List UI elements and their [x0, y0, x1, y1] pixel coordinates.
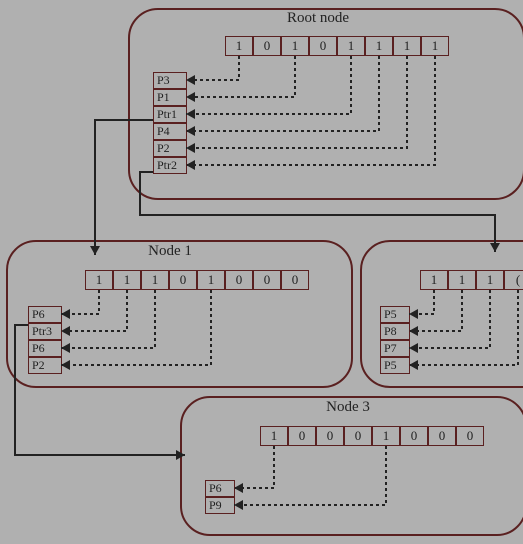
edges-layer	[0, 0, 523, 544]
